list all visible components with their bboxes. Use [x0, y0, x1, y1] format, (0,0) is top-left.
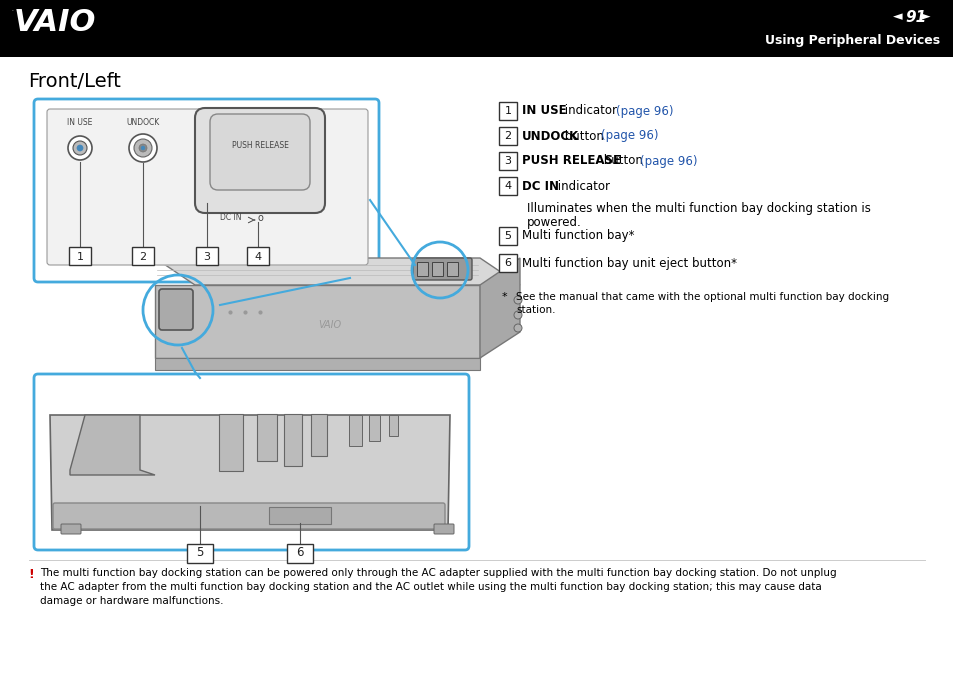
FancyBboxPatch shape: [284, 414, 302, 466]
FancyBboxPatch shape: [447, 262, 458, 276]
Circle shape: [514, 311, 521, 319]
Text: DC IN: DC IN: [220, 213, 241, 222]
Text: ►: ►: [920, 10, 929, 23]
Text: 2: 2: [139, 252, 147, 262]
FancyBboxPatch shape: [0, 0, 953, 57]
Text: PUSH RELEASE: PUSH RELEASE: [232, 140, 288, 150]
FancyBboxPatch shape: [413, 258, 472, 280]
Text: (page 96): (page 96): [639, 154, 697, 168]
Text: PUSH RELEASE: PUSH RELEASE: [521, 154, 620, 168]
FancyBboxPatch shape: [194, 108, 325, 213]
Polygon shape: [70, 415, 154, 475]
Circle shape: [141, 146, 145, 150]
Circle shape: [133, 139, 152, 157]
Polygon shape: [479, 258, 519, 358]
FancyBboxPatch shape: [34, 99, 378, 282]
Text: powered.: powered.: [526, 216, 581, 229]
Text: 1: 1: [504, 106, 511, 116]
Circle shape: [514, 296, 521, 304]
Text: IN USE: IN USE: [68, 118, 92, 127]
Text: UNDOCK: UNDOCK: [521, 129, 578, 142]
Text: 3: 3: [504, 156, 511, 166]
FancyBboxPatch shape: [369, 415, 380, 441]
Text: Front/Left: Front/Left: [28, 72, 121, 91]
Text: o: o: [257, 213, 264, 223]
Text: (page 96): (page 96): [616, 104, 673, 117]
Text: button: button: [599, 154, 646, 168]
FancyBboxPatch shape: [432, 262, 443, 276]
FancyBboxPatch shape: [195, 247, 218, 265]
Circle shape: [139, 144, 147, 152]
FancyBboxPatch shape: [53, 503, 444, 529]
Text: 6: 6: [504, 258, 511, 268]
Text: UNDOCK: UNDOCK: [126, 118, 159, 127]
Circle shape: [77, 145, 83, 151]
Polygon shape: [154, 285, 479, 358]
FancyBboxPatch shape: [498, 177, 517, 195]
FancyBboxPatch shape: [47, 109, 368, 265]
Circle shape: [68, 136, 91, 160]
FancyBboxPatch shape: [434, 524, 454, 534]
Text: DC IN: DC IN: [521, 179, 558, 193]
Text: indicator: indicator: [560, 104, 620, 117]
Text: Multi function bay unit eject button*: Multi function bay unit eject button*: [521, 257, 737, 270]
FancyBboxPatch shape: [69, 247, 91, 265]
Text: Multi function bay*: Multi function bay*: [521, 230, 634, 243]
Text: 6: 6: [296, 547, 303, 559]
FancyBboxPatch shape: [256, 414, 276, 461]
FancyBboxPatch shape: [187, 544, 213, 563]
Text: ◄: ◄: [892, 10, 902, 23]
Text: indicator: indicator: [554, 179, 610, 193]
Text: damage or hardware malfunctions.: damage or hardware malfunctions.: [40, 596, 223, 606]
FancyBboxPatch shape: [247, 247, 269, 265]
Text: 2: 2: [504, 131, 511, 141]
FancyBboxPatch shape: [498, 254, 517, 272]
Text: Illuminates when the multi function bay docking station is: Illuminates when the multi function bay …: [526, 202, 870, 215]
Text: *: *: [501, 292, 507, 302]
FancyBboxPatch shape: [287, 544, 313, 563]
FancyBboxPatch shape: [349, 415, 362, 446]
Text: !: !: [28, 568, 33, 581]
Circle shape: [129, 134, 157, 162]
FancyBboxPatch shape: [219, 414, 243, 471]
Text: See the manual that came with the optional multi function bay docking
station.: See the manual that came with the option…: [516, 292, 888, 315]
Text: 5: 5: [504, 231, 511, 241]
Text: 3: 3: [203, 252, 211, 262]
Polygon shape: [154, 258, 519, 285]
Text: ••••: ••••: [12, 10, 15, 11]
Text: the AC adapter from the multi function bay docking station and the AC outlet whi: the AC adapter from the multi function b…: [40, 582, 821, 592]
Circle shape: [73, 141, 87, 155]
Text: 91: 91: [904, 10, 925, 25]
FancyBboxPatch shape: [498, 127, 517, 145]
Text: Using Peripheral Devices: Using Peripheral Devices: [764, 34, 939, 47]
Polygon shape: [50, 415, 450, 530]
Text: VAIO: VAIO: [318, 320, 341, 330]
FancyBboxPatch shape: [498, 227, 517, 245]
FancyBboxPatch shape: [269, 507, 331, 524]
Text: IN USE: IN USE: [521, 104, 566, 117]
Text: 5: 5: [196, 547, 204, 559]
FancyBboxPatch shape: [389, 415, 398, 435]
FancyBboxPatch shape: [498, 102, 517, 120]
FancyBboxPatch shape: [417, 262, 428, 276]
FancyBboxPatch shape: [61, 524, 81, 534]
FancyBboxPatch shape: [132, 247, 153, 265]
Polygon shape: [154, 358, 479, 370]
Text: button: button: [560, 129, 607, 142]
Text: 4: 4: [504, 181, 511, 191]
Text: VAIO: VAIO: [14, 8, 96, 37]
Text: The multi function bay docking station can be powered only through the AC adapte: The multi function bay docking station c…: [40, 568, 836, 578]
Text: (page 96): (page 96): [600, 129, 658, 142]
Text: 4: 4: [254, 252, 261, 262]
FancyBboxPatch shape: [159, 289, 193, 330]
FancyBboxPatch shape: [498, 152, 517, 170]
FancyBboxPatch shape: [210, 114, 310, 190]
Circle shape: [514, 324, 521, 332]
FancyBboxPatch shape: [34, 374, 469, 550]
Text: 1: 1: [76, 252, 84, 262]
FancyBboxPatch shape: [311, 414, 327, 456]
